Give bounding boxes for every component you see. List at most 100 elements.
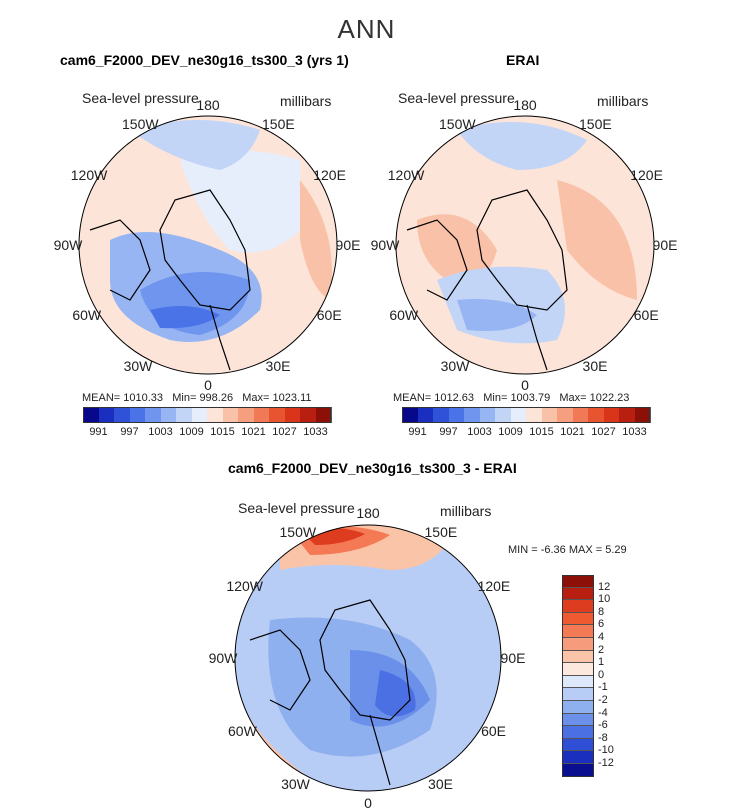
- colorbar-swatch: [562, 675, 594, 689]
- panel1-coastline: [89, 219, 151, 301]
- longitude-label: 150E: [424, 524, 458, 541]
- panel2-coastline: [526, 304, 548, 371]
- colorbar-tick-label: 12: [598, 580, 611, 593]
- panel3-title: cam6_F2000_DEV_ne30g16_ts300_3 - ERAI: [228, 460, 517, 476]
- colorbar-frame: [83, 407, 331, 423]
- colorbar-tick-label: 10: [598, 593, 611, 606]
- colorbar-swatch: [562, 688, 594, 701]
- panel2-units-label: millibars: [597, 93, 649, 109]
- colorbar-tick-label: 1009: [498, 426, 523, 438]
- colorbar-swatch: [315, 407, 332, 423]
- panel1-variable-label: Sea-level pressure: [82, 90, 199, 106]
- panel1-map-boundary: [78, 115, 338, 375]
- colorbar-swatch: [562, 751, 594, 764]
- panel3-map-boundary: [234, 524, 502, 792]
- colorbar-swatch: [634, 407, 651, 423]
- panel1-stats: MEAN= 1010.33 Min= 998.26 Max= 1023.11: [82, 392, 312, 404]
- colorbar-tick-label: 1033: [622, 426, 647, 438]
- panel3-units-label: millibars: [440, 503, 492, 519]
- panel1-pressure-region: [180, 150, 300, 253]
- longitude-label: 120W: [387, 167, 425, 183]
- colorbar-swatch: [562, 612, 594, 626]
- colorbar-tick-label: 991: [408, 426, 427, 438]
- colorbar-swatch: [562, 726, 594, 739]
- longitude-label: 60E: [481, 722, 507, 739]
- longitude-label: 60W: [228, 722, 257, 739]
- colorbar-tick-label: 2: [598, 643, 605, 656]
- colorbar-tick-label: 1021: [241, 426, 266, 438]
- colorbar-tick-label: -2: [598, 694, 608, 706]
- panel1-coastline: [159, 189, 251, 311]
- longitude-label: 30E: [582, 358, 608, 375]
- longitude-label: 120W: [226, 577, 263, 594]
- panel3-min-label: MIN =: [508, 544, 538, 556]
- panel2-coastline: [406, 219, 468, 301]
- longitude-label: 180: [513, 97, 537, 113]
- panel3-coastline: [319, 599, 411, 721]
- panel3-stats: MIN = -6.36 MAX = 5.29: [508, 544, 627, 556]
- longitude-label: 60E: [633, 307, 659, 323]
- colorbar-tick-label: -6: [598, 719, 608, 732]
- longitude-label: 60W: [389, 307, 419, 323]
- panel2-min-label: Min=: [483, 392, 508, 404]
- longitude-label: 90W: [53, 237, 83, 253]
- colorbar-tick-label: 1027: [272, 426, 297, 438]
- longitude-label: 180: [196, 97, 220, 113]
- colorbar-tick-label: 1003: [467, 426, 492, 438]
- panel1-units-label: millibars: [280, 93, 332, 109]
- colorbar-swatch: [562, 575, 594, 588]
- longitude-label: 90W: [208, 650, 238, 666]
- longitude-label: 150E: [579, 115, 612, 132]
- longitude-label: 90E: [652, 237, 678, 253]
- longitude-label: 30E: [265, 358, 291, 375]
- longitude-label: 150W: [122, 115, 159, 132]
- panel1-max-value: 1023.11: [272, 392, 312, 404]
- colorbar-tick-label: 997: [439, 426, 458, 438]
- colorbar-tick-label: 1003: [148, 426, 173, 438]
- colorbar-tick-label: 991: [89, 426, 108, 438]
- panel2-min-value: 1003.79: [510, 392, 551, 404]
- panel2-map-boundary: [395, 115, 655, 375]
- panel1-polar-map: [78, 115, 338, 375]
- panel1-pressure-region: [300, 180, 332, 300]
- panel1-coastline: [209, 304, 231, 371]
- panel1-max-label: Max=: [242, 392, 270, 404]
- panel3-max-value: 5.29: [605, 544, 627, 556]
- longitude-label: 150E: [262, 115, 295, 132]
- colorbar-tick-label: -8: [598, 731, 608, 744]
- colorbar-swatch: [562, 663, 594, 676]
- longitude-label: 0: [521, 377, 529, 393]
- colorbar-tick-label: 1027: [591, 426, 616, 438]
- panel1-mean-label: MEAN=: [82, 392, 121, 404]
- panel3-coastline: [249, 629, 311, 711]
- colorbar-frame: [562, 575, 594, 777]
- panel1-pressure-region: [150, 306, 220, 329]
- colorbar-tick-label: 4: [598, 631, 605, 643]
- longitude-label: 0: [364, 795, 372, 811]
- panel2-polar-map: [395, 115, 655, 375]
- colorbar-swatch: [562, 638, 594, 651]
- colorbar-tick-label: 1015: [210, 426, 235, 438]
- colorbar-swatch: [562, 625, 594, 638]
- colorbar-swatch: [562, 587, 594, 601]
- longitude-label: 30W: [123, 358, 153, 375]
- colorbar-tick-label: 1033: [303, 426, 328, 438]
- colorbar-swatch: [562, 650, 594, 664]
- panel2-title: ERAI: [506, 52, 540, 68]
- colorbar-tick-label: -12: [598, 757, 614, 769]
- panel2-pressure-region: [557, 180, 637, 300]
- panel1-title: cam6_F2000_DEV_ne30g16_ts300_3 (yrs 1): [60, 52, 349, 68]
- panel2-stats: MEAN= 1012.63 Min= 1003.79 Max= 1022.23: [393, 392, 629, 404]
- colorbar-tick-label: -4: [598, 706, 608, 719]
- colorbar-tick-label: 1009: [179, 426, 204, 438]
- colorbar-tick-label: 997: [120, 426, 139, 438]
- panel1-pressure-region: [130, 120, 260, 170]
- colorbar-tick-label: 8: [598, 605, 605, 618]
- panel2-max-value: 1022.23: [589, 392, 630, 404]
- panel3-min-value: -6.36: [540, 544, 566, 556]
- panel3-max-label: MAX =: [568, 544, 603, 556]
- panel2-mean-label: MEAN=: [393, 392, 432, 404]
- colorbar-tick-label: 0: [598, 668, 605, 681]
- panel3-coastline: [369, 714, 391, 786]
- main-title: ANN: [337, 14, 396, 44]
